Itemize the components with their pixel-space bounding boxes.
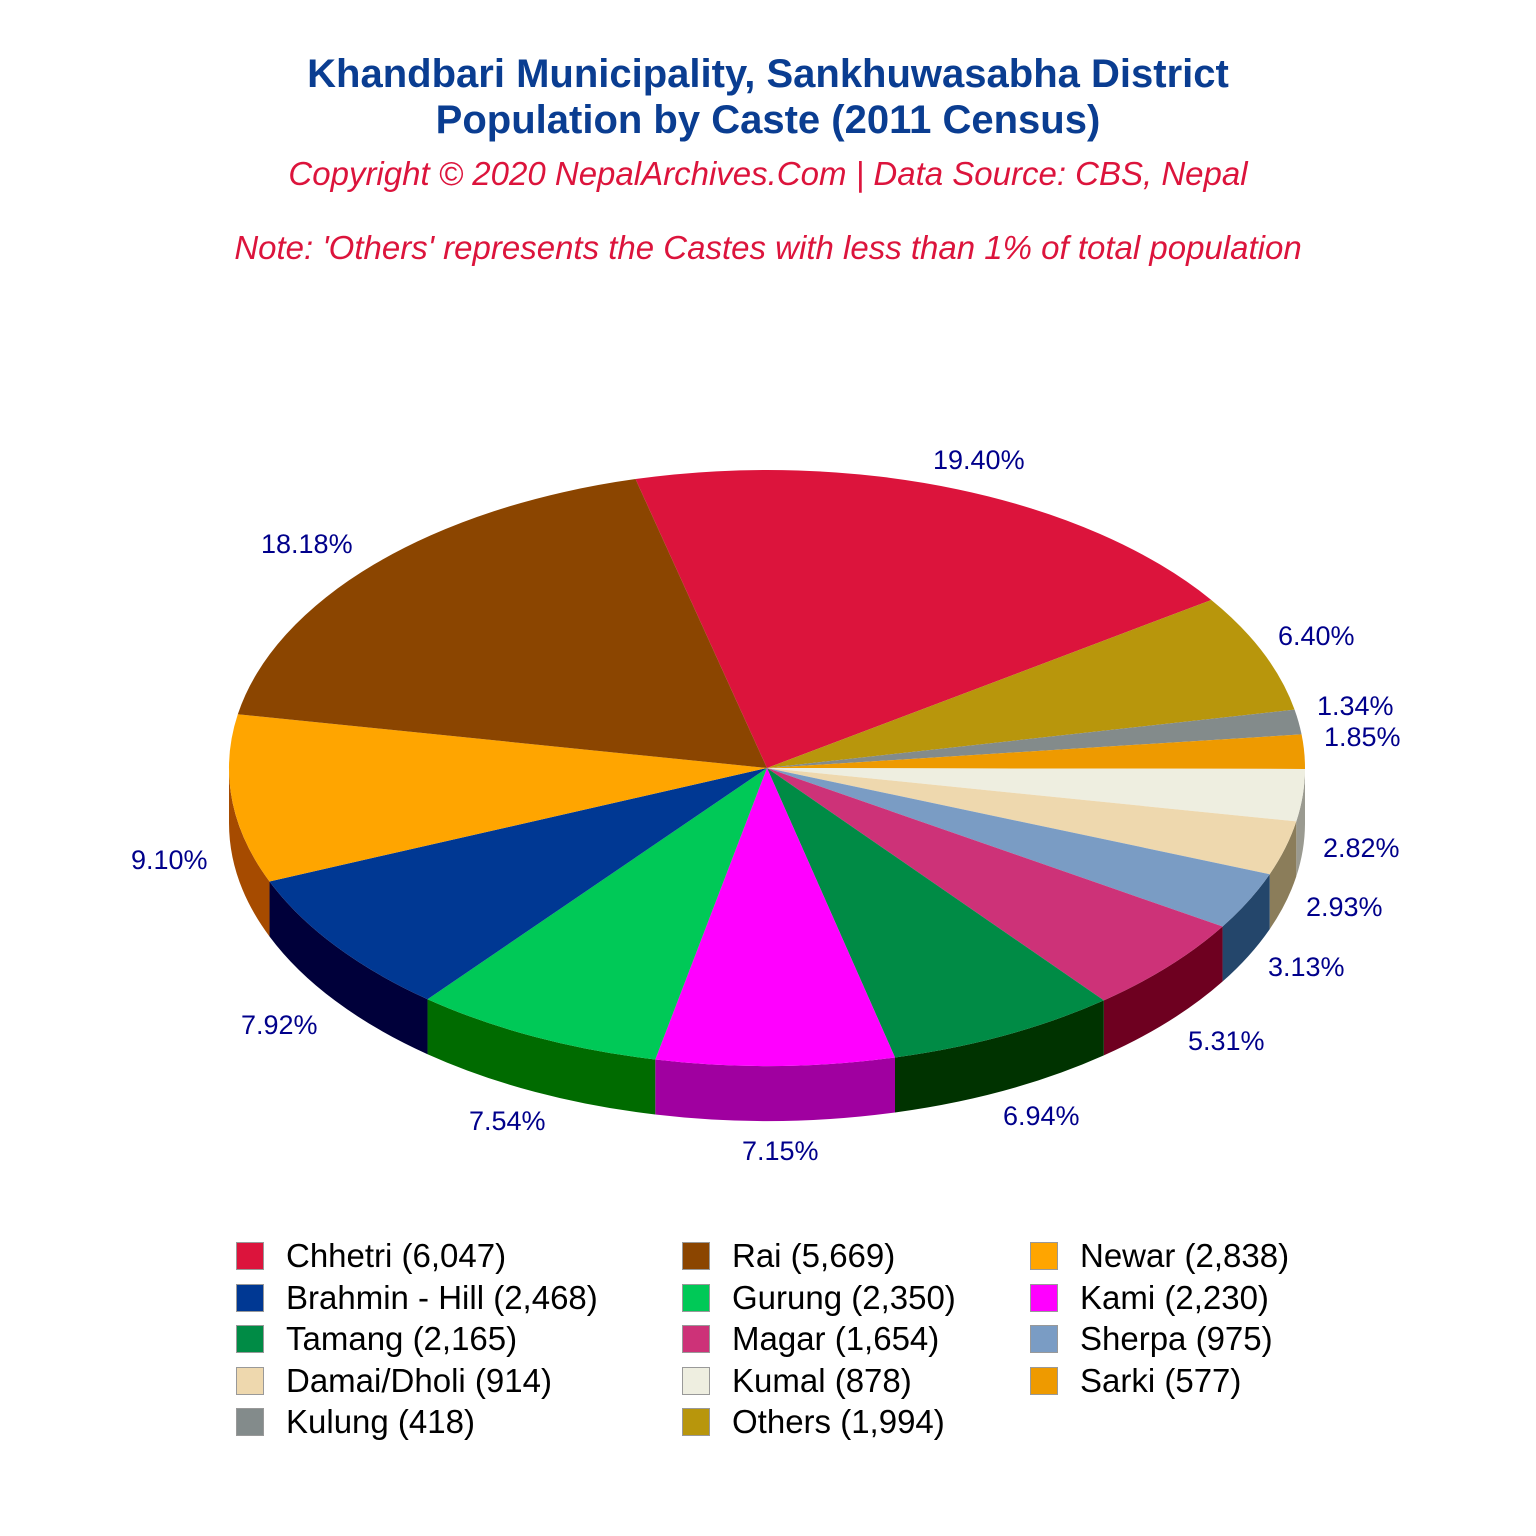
percent-label: 5.31%	[1188, 1026, 1265, 1056]
percent-label: 7.15%	[742, 1136, 819, 1166]
legend-label: Brahmin - Hill (2,468)	[286, 1278, 598, 1316]
pie-slice-damai-dholi[interactable]	[767, 768, 1297, 875]
pie-slice-magar[interactable]	[767, 768, 1223, 1001]
pie-side-brahmin-hill	[269, 881, 428, 1055]
legend-swatch	[236, 1408, 264, 1436]
percent-label: 9.10%	[131, 845, 208, 875]
legend-item[interactable]: Magar (1,654)	[682, 1319, 939, 1359]
legend-label: Tamang (2,165)	[286, 1320, 518, 1357]
legend-label: Kumal (878)	[732, 1361, 912, 1399]
legend-swatch	[236, 1242, 264, 1270]
pie-slice-kulung[interactable]	[767, 709, 1302, 768]
pie-slice-kami[interactable]	[655, 768, 896, 1066]
legend-label: Newar (2,838)	[1080, 1237, 1290, 1274]
pie-side-kumal	[1296, 768, 1305, 877]
pie-side-magar	[1103, 926, 1223, 1056]
legend-label: Kami (2,230)	[1080, 1278, 1269, 1316]
legend-item[interactable]: Chhetri (6,047)	[236, 1236, 506, 1276]
percent-label: 18.18%	[261, 529, 353, 559]
legend-item[interactable]: Brahmin - Hill (2,468)	[236, 1278, 598, 1318]
pie-side-damai-dholi	[1269, 821, 1297, 930]
legend-item[interactable]: Kumal (878)	[682, 1361, 912, 1401]
percent-label: 1.34%	[1317, 691, 1394, 721]
legend-item[interactable]: Damai/Dholi (914)	[236, 1361, 552, 1401]
percent-label: 6.40%	[1278, 621, 1355, 651]
pie-slice-sherpa[interactable]	[767, 768, 1270, 927]
legend-label: Sarki (577)	[1080, 1361, 1242, 1399]
percent-label: 19.40%	[933, 445, 1025, 475]
legend-label: Rai (5,669)	[732, 1237, 896, 1274]
pie-side-sherpa	[1222, 874, 1270, 982]
legend-item[interactable]: Sarki (577)	[1030, 1361, 1241, 1401]
percent-label: 7.92%	[241, 1010, 318, 1040]
chart-note: Note: 'Others' represents the Castes wit…	[234, 229, 1302, 266]
percent-label: 6.94%	[1003, 1101, 1080, 1131]
legend-item[interactable]: Newar (2,838)	[1030, 1236, 1289, 1276]
legend-label: Kulung (418)	[286, 1403, 475, 1440]
legend-swatch	[236, 1325, 264, 1353]
percent-label: 2.82%	[1323, 833, 1400, 863]
pie-slice-newar[interactable]	[228, 714, 767, 882]
legend-item[interactable]: Kami (2,230)	[1030, 1278, 1269, 1318]
legend-item[interactable]: Others (1,994)	[682, 1402, 945, 1442]
pie-slice-gurung[interactable]	[427, 768, 767, 1060]
legend-swatch	[1030, 1242, 1058, 1270]
legend-swatch	[1030, 1283, 1058, 1312]
legend-swatch	[682, 1242, 710, 1270]
legend-item[interactable]: Rai (5,669)	[682, 1236, 895, 1276]
legend-swatch	[236, 1366, 264, 1395]
legend-swatch	[682, 1325, 710, 1353]
pie-slice-chhetri[interactable]	[635, 470, 1212, 768]
legend-swatch	[682, 1283, 710, 1312]
pie-slice-others[interactable]	[767, 599, 1295, 768]
legend-label: Damai/Dholi (914)	[286, 1361, 552, 1399]
legend-label: Magar (1,654)	[732, 1320, 940, 1357]
pie-side-newar	[229, 768, 270, 937]
percent-label: 7.54%	[469, 1106, 546, 1136]
chart-title-line1: Khandbari Municipality, Sankhuwasabha Di…	[307, 52, 1229, 96]
pie-slice-kumal[interactable]	[767, 768, 1305, 822]
pie-slice-rai[interactable]	[237, 479, 768, 768]
pie-slice-tamang[interactable]	[767, 768, 1104, 1058]
legend-item[interactable]: Kulung (418)	[236, 1402, 475, 1442]
percent-label: 3.13%	[1268, 952, 1345, 982]
legend-item[interactable]: Sherpa (975)	[1030, 1319, 1273, 1359]
legend-item[interactable]: Tamang (2,165)	[236, 1319, 517, 1359]
legend-label: Chhetri (6,047)	[286, 1237, 507, 1274]
chart-copyright: Copyright © 2020 NepalArchives.Com | Dat…	[288, 155, 1248, 192]
legend-label: Others (1,994)	[732, 1403, 945, 1440]
legend-item[interactable]: Gurung (2,350)	[682, 1278, 956, 1318]
chart-title-line2: Population by Caste (2011 Census)	[435, 98, 1101, 142]
legend-swatch	[1030, 1325, 1058, 1353]
legend-swatch	[236, 1283, 264, 1312]
legend-label: Sherpa (975)	[1080, 1320, 1273, 1357]
percent-label: 1.85%	[1324, 722, 1401, 752]
legend-swatch	[682, 1366, 710, 1395]
pie-slice-sarki[interactable]	[767, 734, 1305, 769]
pie-side-kami	[655, 1057, 896, 1121]
pie-side-tamang	[895, 1000, 1104, 1113]
pie-slice-brahmin-hill[interactable]	[269, 768, 767, 1000]
percent-label: 2.93%	[1306, 892, 1383, 922]
legend-swatch	[1030, 1366, 1058, 1395]
legend-swatch	[682, 1408, 710, 1436]
legend-label: Gurung (2,350)	[732, 1278, 956, 1316]
pie-side-gurung	[427, 999, 656, 1115]
